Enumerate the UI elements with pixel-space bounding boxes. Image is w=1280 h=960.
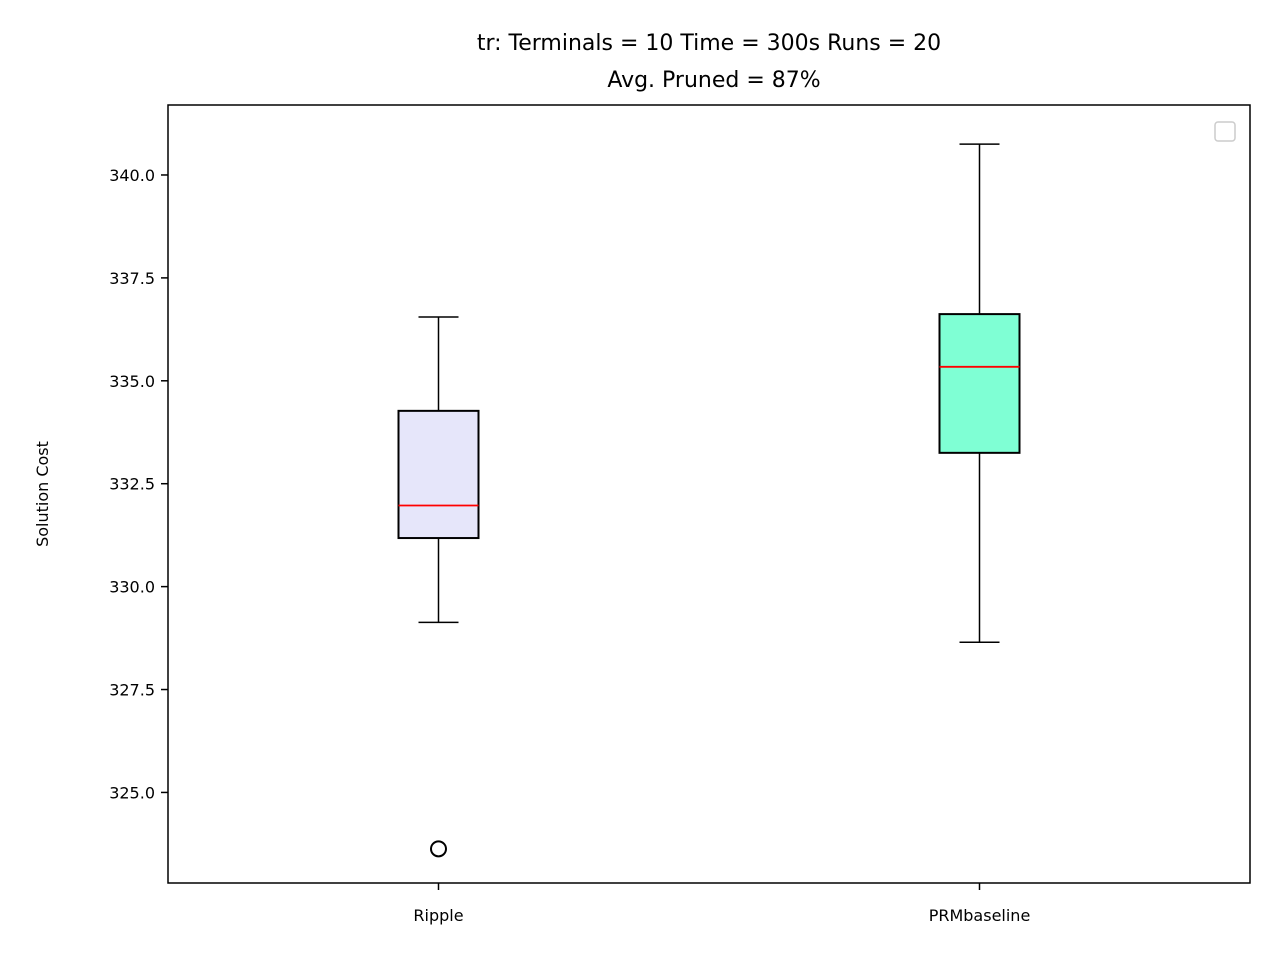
- box-prmbaseline: [938, 313, 1021, 454]
- chart-subtitle: Avg. Pruned = 87%: [607, 68, 820, 93]
- y-tick-label: 332.5: [109, 475, 155, 494]
- y-tick-label: 335.0: [109, 372, 155, 391]
- y-tick-label: 340.0: [109, 166, 155, 185]
- box-ripple: [397, 409, 480, 540]
- plot-frame: [167, 104, 1251, 884]
- plot-area: 325.0 327.5 330.0 332.5 335.0 337.5 340.0 Rippl…: [109, 143, 1031, 925]
- y-tick-label: 327.5: [109, 681, 155, 700]
- legend-box: [1214, 121, 1236, 142]
- y-axis-label: Solution Cost: [33, 441, 52, 547]
- x-tick-label: Ripple: [413, 906, 463, 925]
- chart-title: tr: Terminals = 10 Time = 300s Runs = 20: [477, 31, 941, 56]
- x-tick-label: PRMbaseline: [929, 906, 1031, 925]
- outlier-point: [430, 840, 447, 858]
- y-tick-label: 337.5: [109, 269, 155, 288]
- y-tick-label: 330.0: [109, 578, 155, 597]
- y-tick-label: 325.0: [109, 783, 155, 802]
